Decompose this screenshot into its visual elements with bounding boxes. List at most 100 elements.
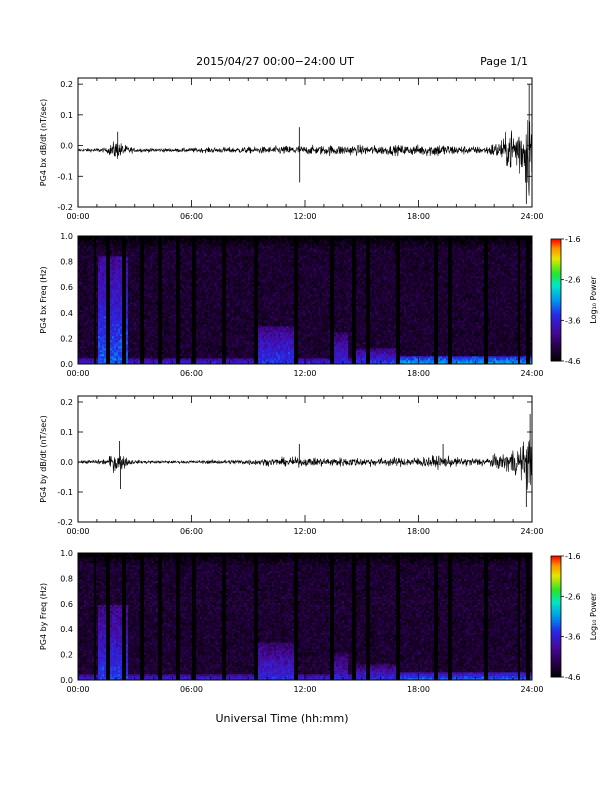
- bx-spec-cell: [172, 294, 175, 297]
- bx-spec-cell: [132, 322, 135, 325]
- bx-spec-cell: [162, 306, 165, 309]
- bx-spec-cell: [128, 338, 131, 341]
- bx-spec-cell: [140, 352, 143, 355]
- bx-spec-cell: [210, 252, 213, 255]
- bx-spec-cell: [106, 348, 109, 351]
- bx-spec-cell: [230, 326, 233, 329]
- bx-spec-cell: [164, 280, 167, 283]
- bx-spec-cell: [136, 298, 139, 301]
- bx-spec-cell: [134, 348, 137, 351]
- bx-spec-cell: [218, 298, 221, 301]
- bx-spec-cell: [82, 290, 85, 293]
- bx-spec-cell: [78, 266, 81, 269]
- bx-spec-cell: [132, 346, 135, 349]
- bx-spec-cell: [194, 284, 197, 287]
- bx-spec-cell: [112, 248, 115, 251]
- bx-spec-cell: [214, 250, 217, 253]
- bx-spec-cell: [132, 288, 135, 291]
- bx-spec-cell: [124, 258, 127, 261]
- bx-spec-cell: [212, 358, 215, 361]
- bx-spec-cell: [82, 348, 85, 351]
- bx-spec-cell: [92, 288, 95, 291]
- bx-spec-cell: [92, 344, 95, 347]
- bx-spec-cell: [224, 306, 227, 309]
- bx-spec-cell: [146, 242, 149, 245]
- bx-spec-cell: [124, 322, 127, 325]
- bx-spec-cell: [194, 302, 197, 305]
- bx-spec-cell: [224, 288, 227, 291]
- bx-spec-cell: [180, 308, 183, 311]
- bx-spec-cell: [138, 310, 141, 313]
- bx-spec-cell: [156, 324, 159, 327]
- bx-spec-cell: [174, 358, 177, 361]
- bx-spec-cell: [102, 308, 105, 311]
- bx-spec-cell: [120, 270, 123, 273]
- bx-spec-cell: [206, 262, 209, 265]
- bx-spec-cell: [144, 282, 147, 285]
- bx-spec-cell: [86, 322, 89, 325]
- bx-spec-cell: [176, 310, 179, 313]
- bx-spec-cell: [202, 258, 205, 261]
- bx-spec-cell: [206, 354, 209, 357]
- bx-spec-cell: [98, 358, 101, 361]
- bx-spec-cell: [200, 236, 203, 239]
- bx-spec-cell: [142, 302, 145, 305]
- bx-spec-cell: [172, 314, 175, 317]
- bx-spec-cell: [204, 342, 207, 345]
- bx-spec-cell: [142, 258, 145, 261]
- bx-spec-cell: [176, 258, 179, 261]
- bx-spec-cell: [218, 274, 221, 277]
- bx-spec-cell: [176, 244, 179, 247]
- bx-spec-cell: [194, 244, 197, 247]
- bx-spec-cell: [208, 290, 211, 293]
- bx-spec-cell: [184, 302, 187, 305]
- bx-spec-cell: [112, 286, 115, 289]
- bx-spec-cell: [188, 362, 191, 365]
- bx-spec-cell: [98, 344, 101, 347]
- bx-spec-cell: [216, 236, 219, 239]
- bx-spec-cell: [124, 314, 127, 317]
- bx-spec-cell: [192, 276, 195, 279]
- bx-spec-cell: [116, 304, 119, 307]
- bx-spec-cell: [162, 354, 165, 357]
- bx-spec-cell: [90, 326, 93, 329]
- bx-spec-cell: [158, 238, 161, 241]
- bx-spec-cell: [194, 254, 197, 257]
- bx-spec-cell: [228, 268, 231, 271]
- bx-spec-cell: [108, 328, 111, 331]
- bx-spec-cell: [180, 330, 183, 333]
- bx-spec-cell: [142, 290, 145, 293]
- bx-spec-cell: [154, 248, 157, 251]
- bx-spec-cell: [110, 266, 113, 269]
- bx-spec-cell: [92, 338, 95, 341]
- bx-spec-cell: [126, 282, 129, 285]
- bx-spec-cell: [212, 242, 215, 245]
- bx-spec-cell: [198, 252, 201, 255]
- bx-spec-cell: [166, 288, 169, 291]
- bx-spec-cell: [106, 302, 109, 305]
- bx-spec-cell: [146, 336, 149, 339]
- bx-spec-cell: [116, 258, 119, 261]
- bx-spec-cell: [206, 312, 209, 315]
- bx-spec-cell: [214, 264, 217, 267]
- bx-spec-cell: [120, 358, 123, 361]
- bx-spec-cell: [134, 284, 137, 287]
- bx-spec-cell: [212, 256, 215, 259]
- bx-spec-cell: [164, 282, 167, 285]
- bx-spec-cell: [104, 296, 107, 299]
- bx-spec-cell: [162, 330, 165, 333]
- bx-spec-cell: [106, 336, 109, 339]
- bx-spec-cell: [158, 362, 161, 365]
- bx-spec-cell: [204, 338, 207, 341]
- bx-spec-cell: [158, 310, 161, 313]
- bx-spec-cell: [150, 324, 153, 327]
- bx-spec-cell: [108, 242, 111, 245]
- bx-spec-cell: [216, 330, 219, 333]
- bx-spec-cell: [178, 300, 181, 303]
- bx-spec-cell: [146, 340, 149, 343]
- bx-spec-cell: [150, 254, 153, 257]
- bx-spec-cell: [144, 260, 147, 263]
- bx-spec-cell: [170, 350, 173, 353]
- bx-spec-cell: [152, 308, 155, 311]
- bx-spec-cell: [98, 352, 101, 355]
